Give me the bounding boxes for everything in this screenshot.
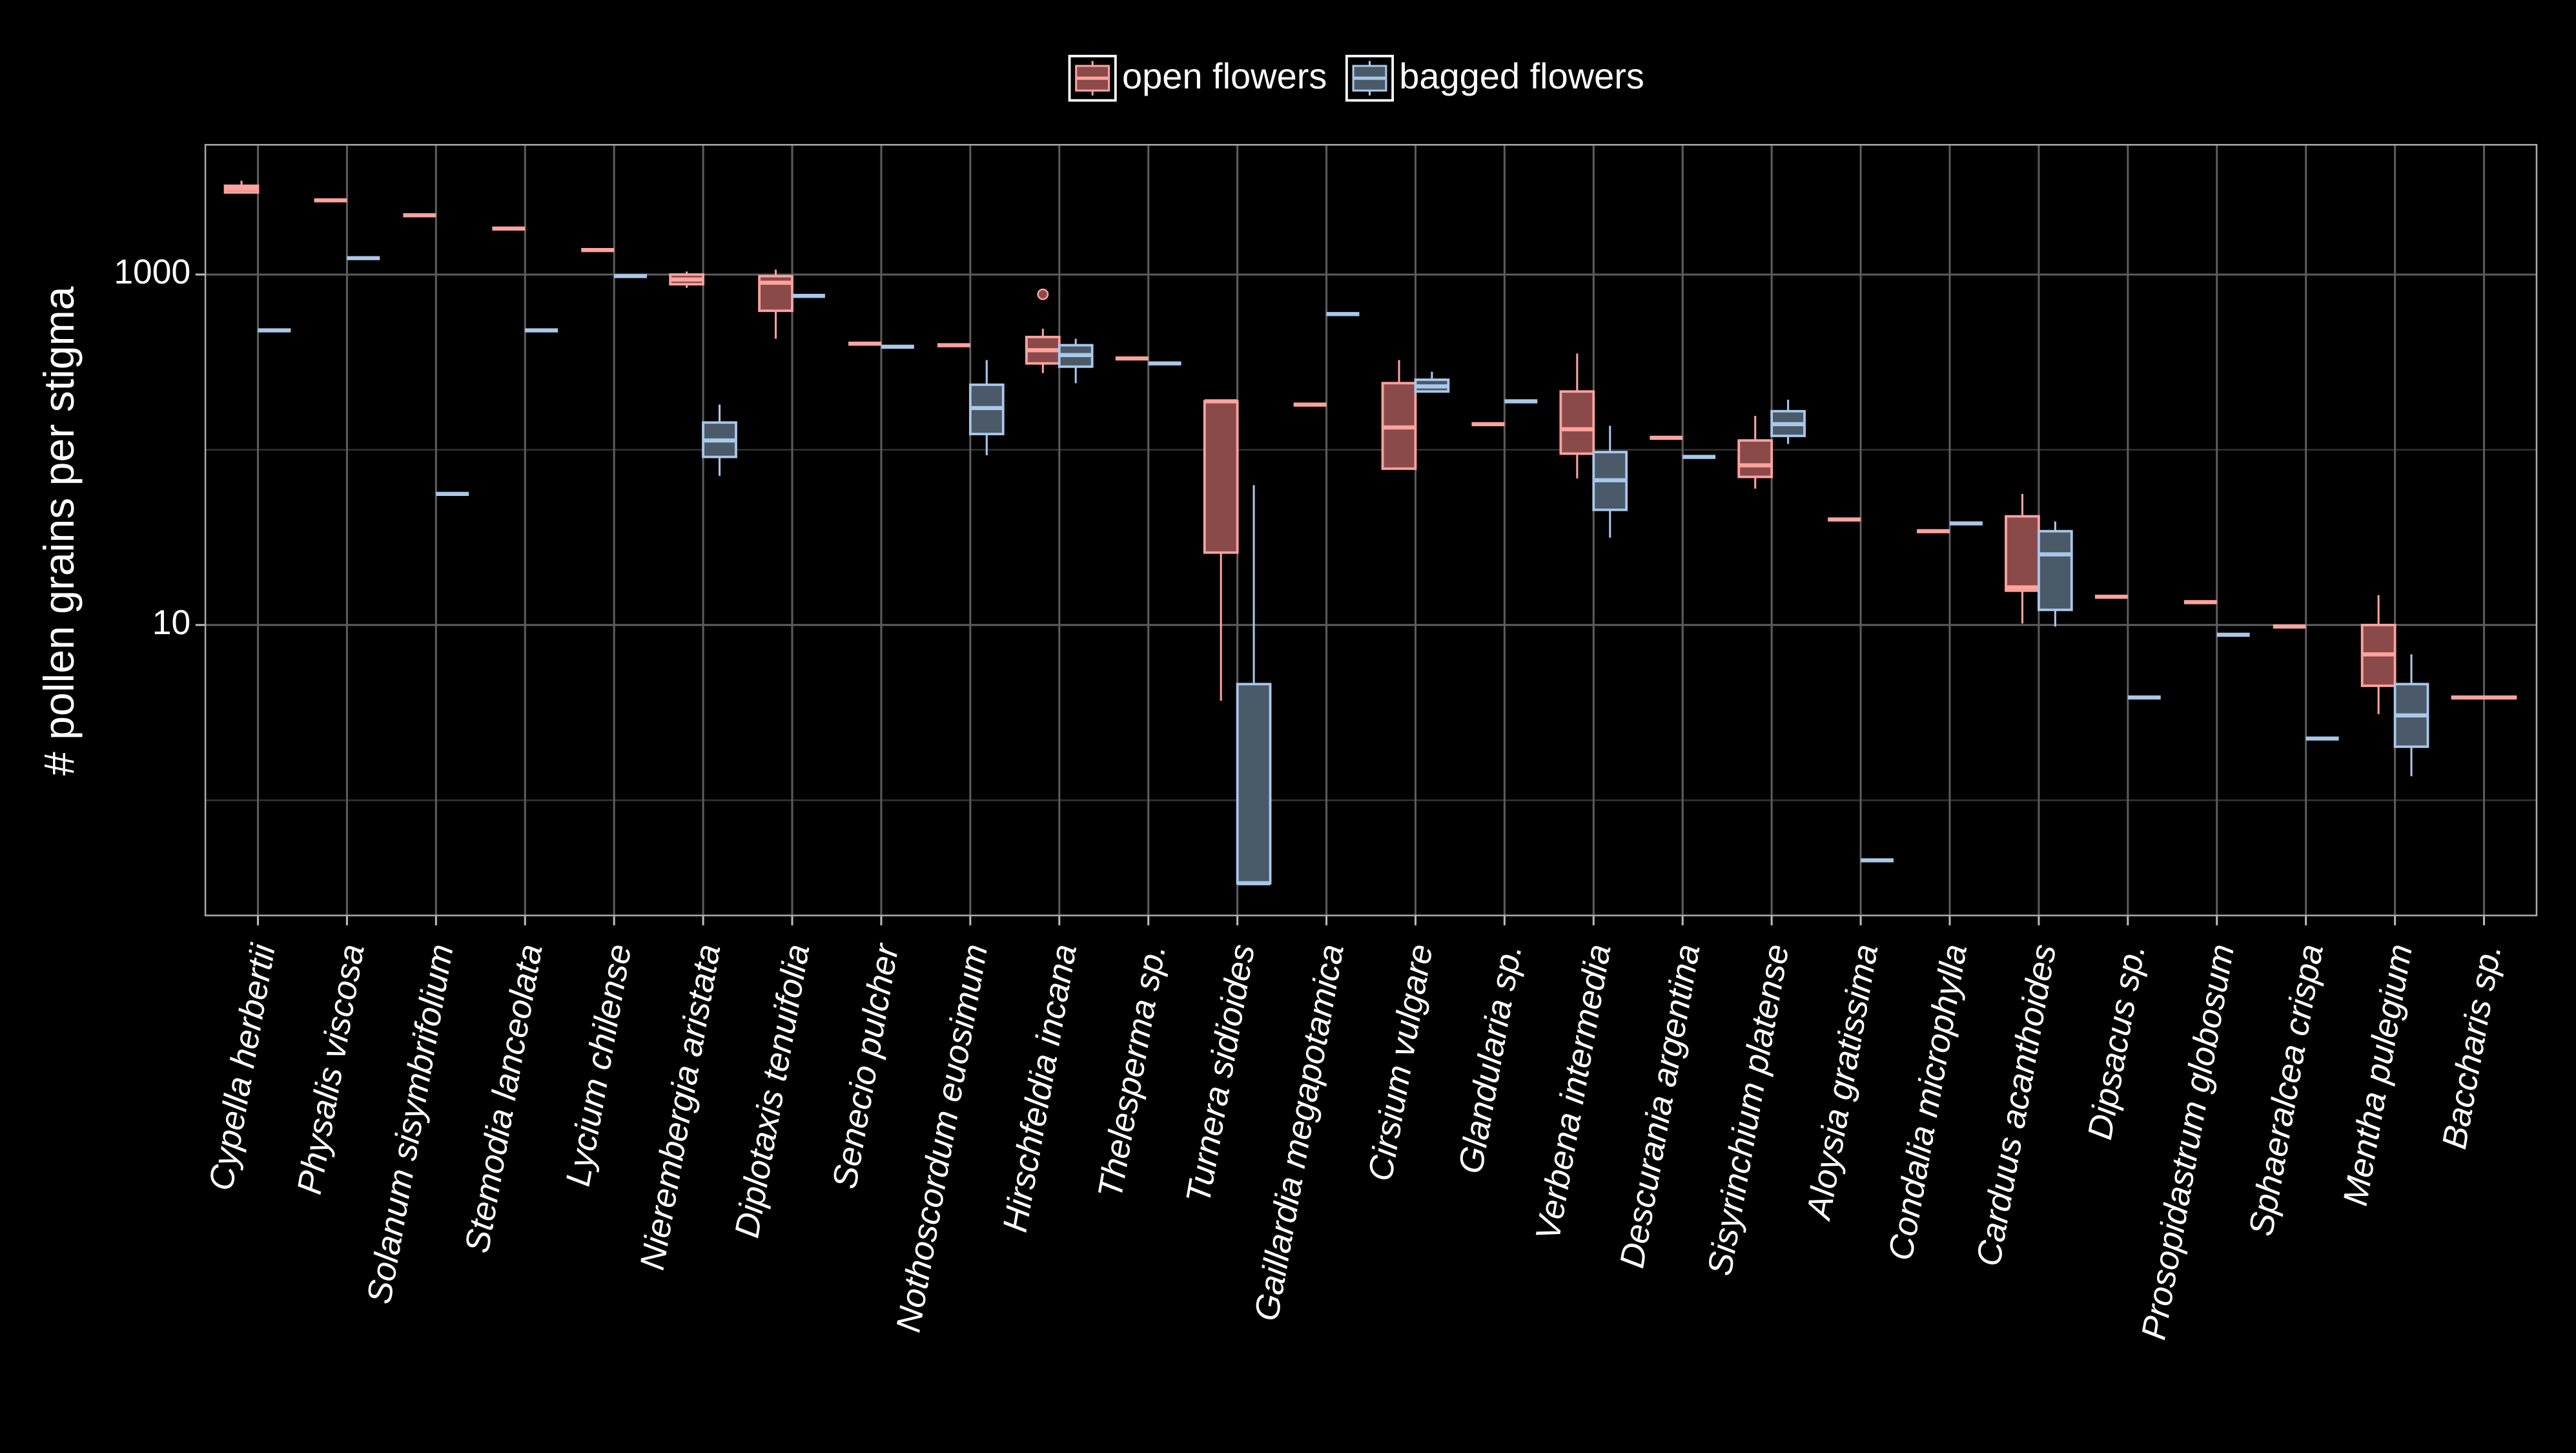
box-group [2360, 595, 2397, 714]
y-axis-label: # pollen grains per stigma [36, 286, 83, 776]
box-group [968, 360, 1005, 456]
legend-label: open flowers [1122, 56, 1327, 96]
box [1737, 439, 1774, 479]
y-tick-label: 10 [152, 604, 190, 642]
box-group [1559, 353, 1595, 479]
box-group [1236, 485, 1272, 885]
legend-label: bagged flowers [1399, 56, 1644, 96]
box-group [2037, 521, 2073, 627]
box-group [1203, 399, 1239, 701]
box-group [2005, 493, 2040, 624]
box-group [758, 269, 793, 339]
y-tick-label: 1000 [114, 253, 190, 291]
box-group [1770, 399, 1806, 444]
box-group [1058, 338, 1094, 384]
outlier [1037, 288, 1049, 300]
box-group [2393, 654, 2429, 777]
box [1236, 683, 1272, 885]
legend: open flowers bagged flowers [1068, 54, 1644, 102]
box-group [702, 404, 737, 476]
box [1559, 390, 1595, 455]
box [2005, 515, 2040, 592]
box-group [223, 180, 260, 194]
box-group [669, 271, 705, 288]
box-group [1414, 371, 1450, 393]
box [2037, 530, 2073, 612]
plot-border [204, 143, 2538, 916]
box-group [1592, 426, 1628, 538]
box-group [1737, 416, 1774, 489]
box-group [1025, 288, 1061, 373]
box [1203, 400, 1239, 554]
box-group [1381, 360, 1417, 470]
